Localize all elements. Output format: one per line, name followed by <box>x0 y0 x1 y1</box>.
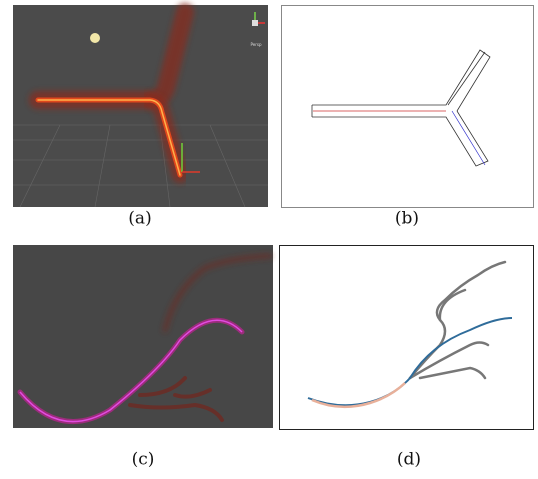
panel-caption: (a) <box>128 209 151 229</box>
panel-b <box>282 6 534 208</box>
shape <box>90 33 100 43</box>
viewport <box>13 245 273 428</box>
panel-caption: (b) <box>395 209 419 229</box>
page: Persp (a) (b) (c) <box>0 0 538 475</box>
panel-caption: (c) <box>132 450 155 470</box>
panel-a: Persp <box>13 5 268 207</box>
panel-c <box>13 245 273 428</box>
panel-caption: (d) <box>397 450 421 470</box>
view-label: Persp <box>251 42 262 47</box>
viewport <box>282 6 534 208</box>
panel-d <box>280 246 534 430</box>
shape <box>252 20 258 26</box>
figure: Persp (a) (b) (c) <box>0 0 538 475</box>
